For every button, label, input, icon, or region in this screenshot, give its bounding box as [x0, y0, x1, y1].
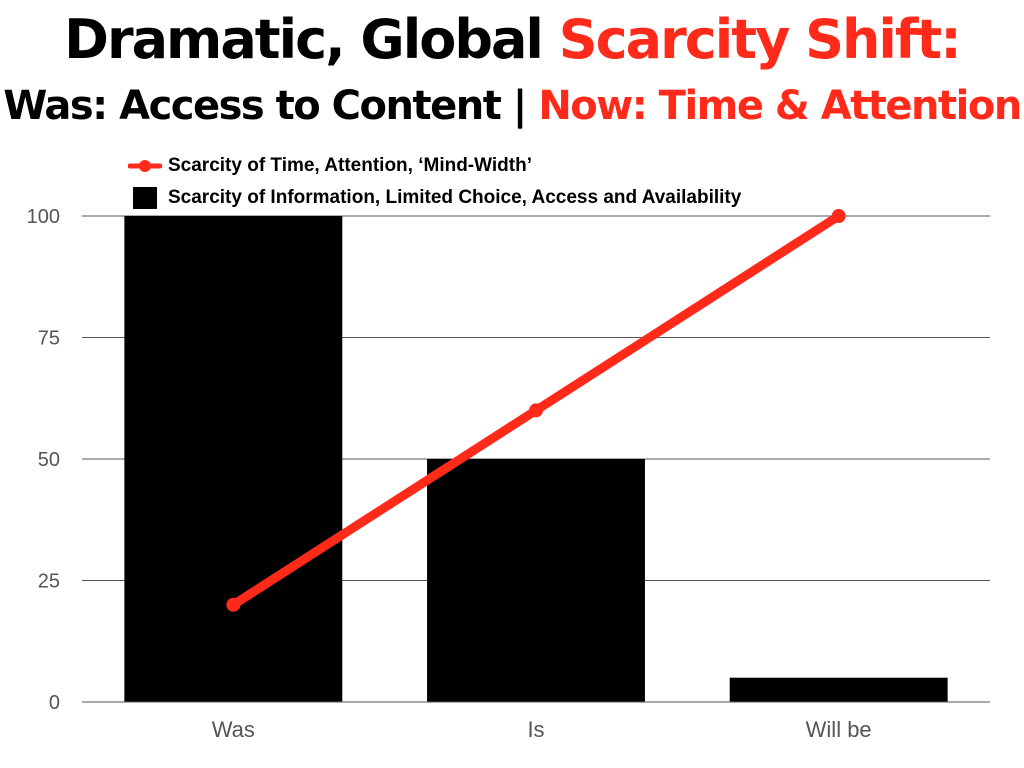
y-tick-label: 75: [38, 328, 60, 350]
subtitle-black-part: Was: Access to Content |: [3, 83, 527, 129]
y-tick-label: 50: [38, 449, 60, 471]
title-red-part: Scarcity Shift:: [558, 8, 962, 71]
page-subtitle: Was: Access to Content | Now: Time & Att…: [0, 82, 1024, 130]
x-tick-label: Was: [212, 717, 255, 742]
legend-bar-swatch-icon: [128, 187, 162, 209]
legend-line-swatch-icon: [128, 155, 162, 177]
page-title: Dramatic, Global Scarcity Shift:: [0, 8, 1024, 73]
title-black-part: Dramatic, Global: [64, 8, 544, 71]
subtitle-red-part: Now: Time & Attention: [538, 83, 1022, 129]
bar: [729, 677, 948, 702]
legend-bar-label: Scarcity of Information, Limited Choice,…: [168, 187, 742, 208]
x-tick-label: Is: [527, 717, 544, 742]
line-point: [831, 209, 846, 223]
line-point: [226, 597, 241, 612]
y-tick-label: 0: [49, 692, 60, 714]
chart-legend: Scarcity of Time, Attention, ‘Mind-Width…: [128, 150, 741, 214]
y-tick-label: 100: [27, 206, 60, 228]
x-tick-label: Will be: [806, 717, 872, 742]
bar: [124, 216, 343, 702]
y-tick-label: 25: [38, 571, 60, 593]
legend-item-line: Scarcity of Time, Attention, ‘Mind-Width…: [128, 150, 741, 182]
legend-line-label: Scarcity of Time, Attention, ‘Mind-Width…: [168, 155, 532, 176]
bar: [427, 459, 645, 702]
legend-item-bar: Scarcity of Information, Limited Choice,…: [128, 182, 741, 214]
line-point: [529, 403, 543, 418]
